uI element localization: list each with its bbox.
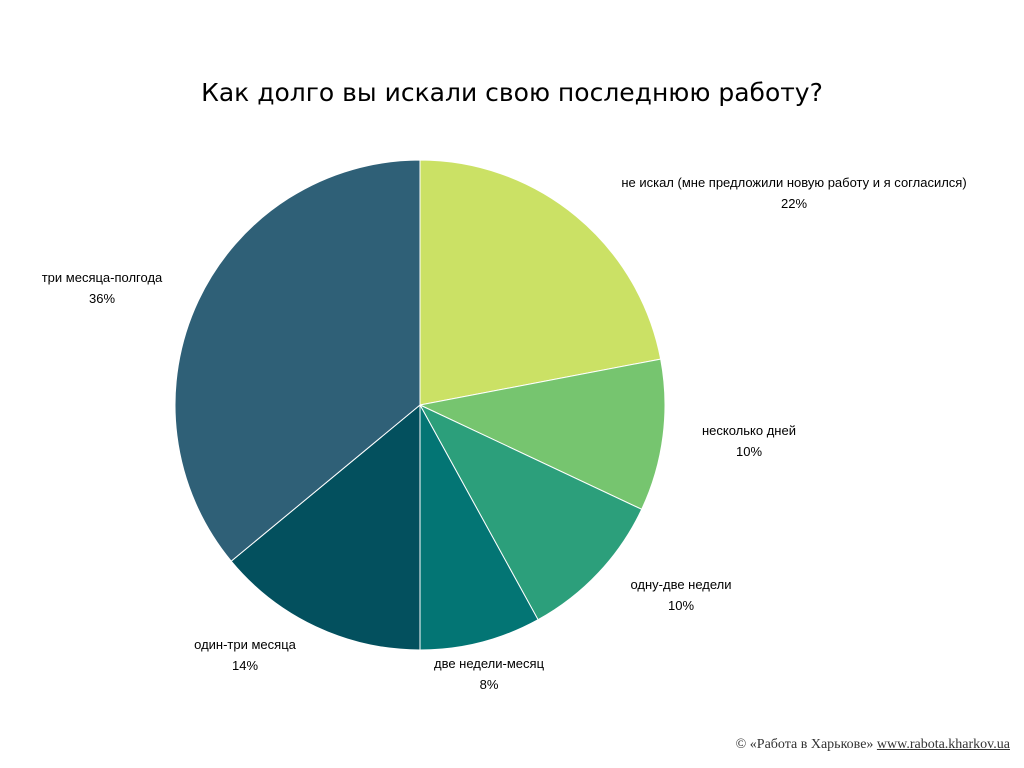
slice-label-5: три месяца-полгода 36% xyxy=(22,267,182,309)
pie-slice-2 xyxy=(418,403,643,621)
footer-copyright: © «Работа в Харькове» xyxy=(735,737,874,752)
pie-slice-0 xyxy=(419,159,662,406)
slice-label-text: несколько дней xyxy=(702,423,796,438)
slice-label-text: не искал (мне предложили новую работу и … xyxy=(621,175,967,190)
pie-slice-3 xyxy=(419,404,539,651)
slice-label-2: одну-две недели 10% xyxy=(611,574,751,616)
slice-label-text: одну-две недели xyxy=(630,577,732,592)
pie-slice-4 xyxy=(230,403,421,651)
slice-value-label: 10% xyxy=(667,598,695,613)
slice-label-3: две недели-месяц 8% xyxy=(414,653,564,695)
footer-link[interactable]: www.rabota.kharkov.ua xyxy=(876,737,1010,752)
slice-label-text: один-три месяца xyxy=(194,637,296,652)
pie-slice-5 xyxy=(174,159,421,562)
slice-value-label: 8% xyxy=(479,677,499,692)
slice-label-4: один-три месяца 14% xyxy=(175,634,315,676)
slice-value-label: 10% xyxy=(735,444,763,459)
slice-value-label: 22% xyxy=(780,196,808,211)
slice-label-0: не искал (мне предложили новую работу и … xyxy=(594,172,994,214)
footer-credit: © «Работа в Харькове» www.rabota.kharkov… xyxy=(736,737,1010,753)
slice-label-1: несколько дней 10% xyxy=(679,420,819,462)
slice-value-label: 14% xyxy=(231,658,259,673)
slice-label-text: три месяца-полгода xyxy=(41,270,163,285)
pie-slice-1 xyxy=(418,358,666,510)
chart-title: Как долго вы искали свою последнюю работ… xyxy=(201,78,823,107)
slice-value-label: 36% xyxy=(88,291,116,306)
slice-label-text: две недели-месяц xyxy=(433,656,545,671)
